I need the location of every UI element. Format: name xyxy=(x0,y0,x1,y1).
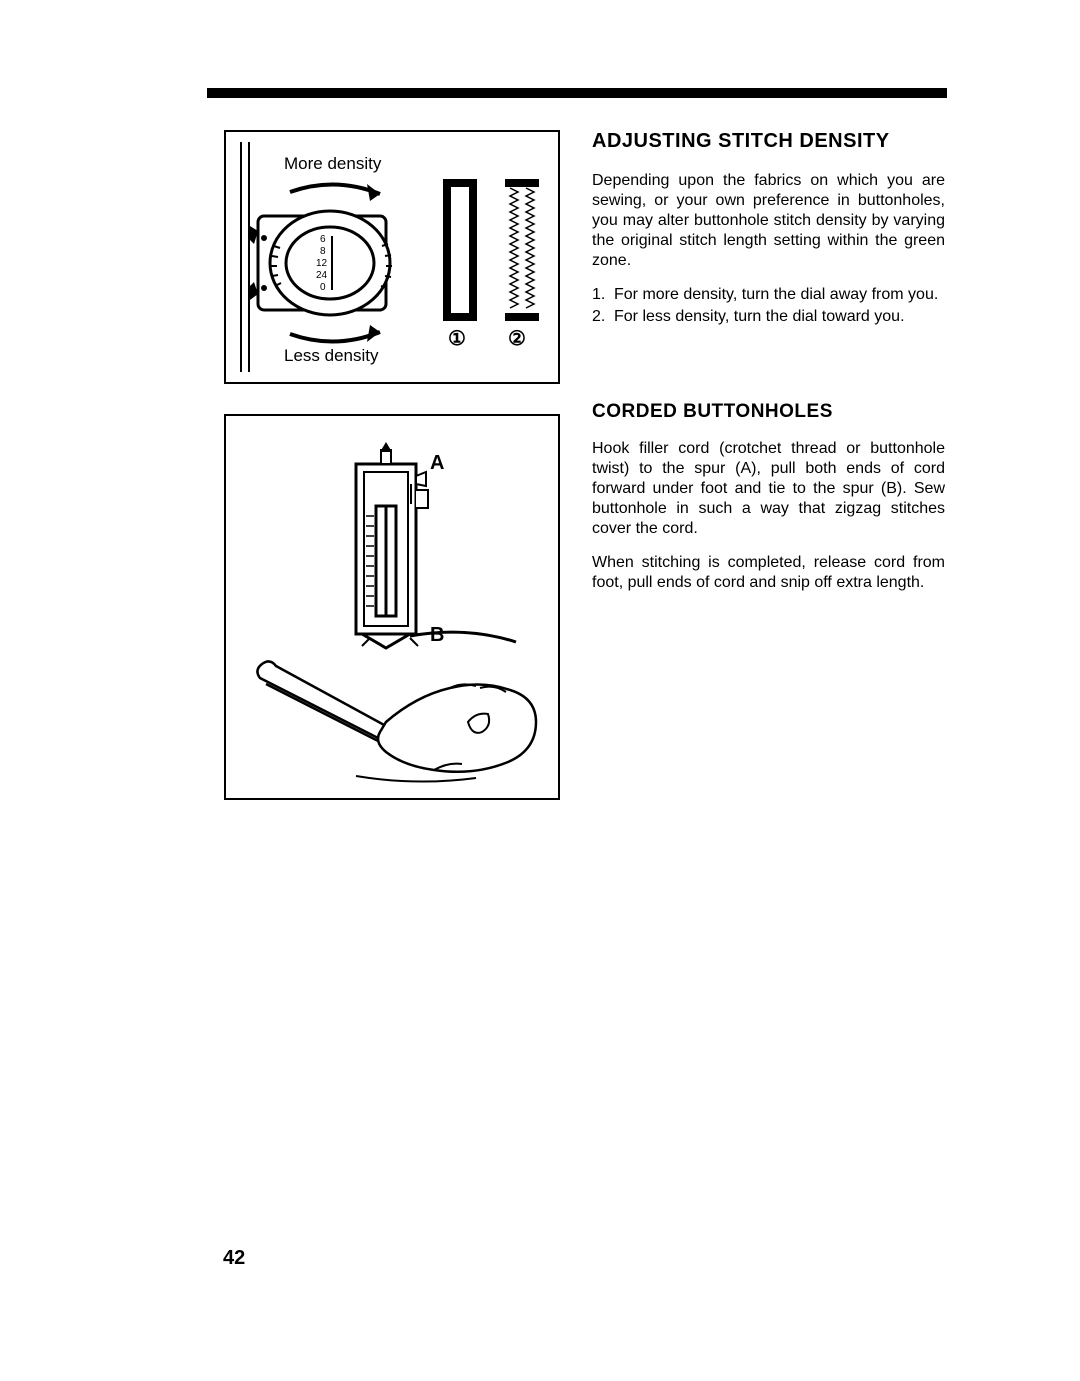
page-number: 42 xyxy=(223,1247,245,1270)
stitch-marker-2: ② xyxy=(508,326,526,351)
section-title-corded: CORDED BUTTONHOLES xyxy=(592,401,945,423)
figure-stitch-density: More density Less density 6 8 12 24 0 xyxy=(224,130,560,384)
dial-illustration: 6 8 12 24 0 xyxy=(240,176,420,350)
label-more-density: More density xyxy=(284,154,381,174)
section-corded: CORDED BUTTONHOLES Hook filler cord (cro… xyxy=(592,401,945,593)
section-title-adjusting: ADJUSTING STITCH DENSITY xyxy=(592,130,945,153)
stitch-marker-1: ① xyxy=(448,326,466,351)
top-rule xyxy=(207,88,947,98)
step-2: 2.For less density, turn the dial toward… xyxy=(592,307,945,327)
figure-corded-buttonholes: A B xyxy=(224,414,560,800)
svg-text:8: 8 xyxy=(320,246,326,257)
svg-text:12: 12 xyxy=(316,258,328,269)
svg-text:6: 6 xyxy=(320,234,326,245)
section1-intro: Depending upon the fabrics on which you … xyxy=(592,171,945,271)
stitch-sample-dense xyxy=(440,176,480,324)
step-1: 1.For more density, turn the dial away f… xyxy=(592,285,945,305)
corded-buttonhole-illustration xyxy=(236,426,552,792)
section2-para1: Hook filler cord (crotchet thread or but… xyxy=(592,439,945,539)
step-1-text: For more density, turn the dial away fro… xyxy=(614,286,938,303)
section1-steps: 1.For more density, turn the dial away f… xyxy=(592,285,945,327)
svg-text:0: 0 xyxy=(320,282,326,293)
step-2-text: For less density, turn the dial toward y… xyxy=(614,308,905,325)
section2-para2: When stitching is completed, release cor… xyxy=(592,553,945,593)
stitch-sample-sparse xyxy=(502,176,542,324)
svg-text:24: 24 xyxy=(316,270,328,281)
text-column: ADJUSTING STITCH DENSITY Depending upon … xyxy=(592,130,945,607)
